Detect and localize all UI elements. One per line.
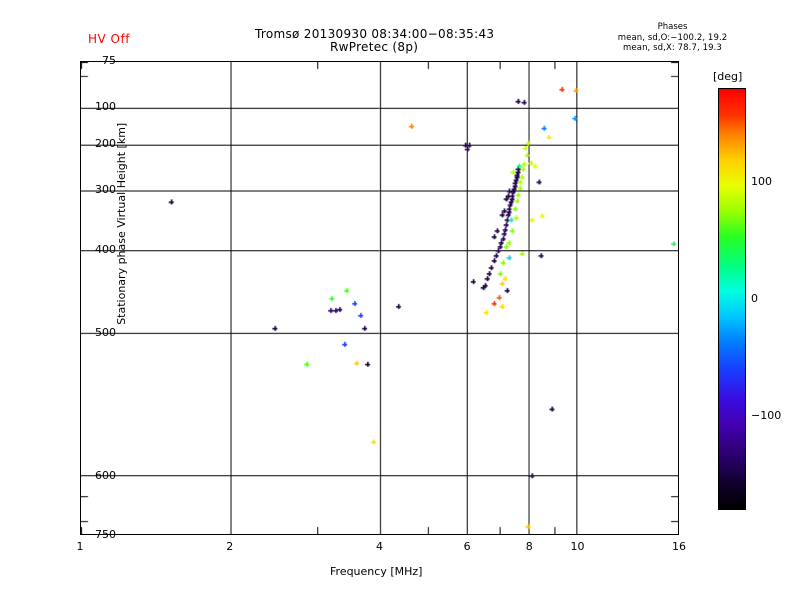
colorbar-tick-label: 100 bbox=[751, 174, 772, 188]
y-tick-label: 500 bbox=[95, 326, 116, 340]
x-tick-label: 2 bbox=[226, 540, 234, 553]
scatter-plot-area bbox=[80, 61, 679, 535]
x-tick-label: 8 bbox=[525, 540, 533, 553]
y-tick-label: 75 bbox=[102, 54, 116, 68]
colorbar-tick-label: −100 bbox=[751, 409, 782, 423]
plot-title-line2: RwPretec (8p) bbox=[330, 40, 419, 54]
stats-heading: Phases bbox=[657, 22, 688, 32]
x-tick-label: 1 bbox=[76, 540, 84, 553]
x-tick-label: 16 bbox=[672, 540, 686, 553]
y-axis-label: Stationary phase Virtual Height [km] bbox=[115, 122, 129, 325]
y-tick-label: 100 bbox=[95, 100, 116, 114]
stats-ordinary-line: mean, sd,O:−100.2, 19.2 bbox=[617, 32, 728, 43]
colorbar-gradient bbox=[718, 88, 746, 510]
y-tick-label: 300 bbox=[95, 183, 116, 197]
x-tick-label: 6 bbox=[463, 540, 471, 553]
y-tick-label: 750 bbox=[95, 528, 116, 542]
hv-status-label: HV Off bbox=[88, 32, 130, 46]
colorbar-tick-label: 0 bbox=[751, 292, 758, 306]
y-tick-label: 400 bbox=[95, 242, 116, 256]
x-axis-label: Frequency [MHz] bbox=[330, 565, 423, 578]
data-points-canvas bbox=[81, 62, 678, 534]
y-tick-label: 600 bbox=[95, 468, 116, 482]
phase-statistics-block: Phases mean, sd,O:−100.2, 19.2 mean, sd,… bbox=[575, 22, 770, 54]
colorbar-unit-label: [deg] bbox=[713, 70, 743, 83]
x-tick-label: 4 bbox=[376, 540, 383, 553]
y-tick-label: 200 bbox=[95, 137, 116, 151]
x-tick-label: 10 bbox=[570, 540, 585, 553]
plot-title-line1: Tromsø 20130930 08:34:00−08:35:43 bbox=[255, 27, 495, 41]
stats-extraordinary-line: mean, sd,X: 78.7, 19.3 bbox=[623, 43, 722, 54]
